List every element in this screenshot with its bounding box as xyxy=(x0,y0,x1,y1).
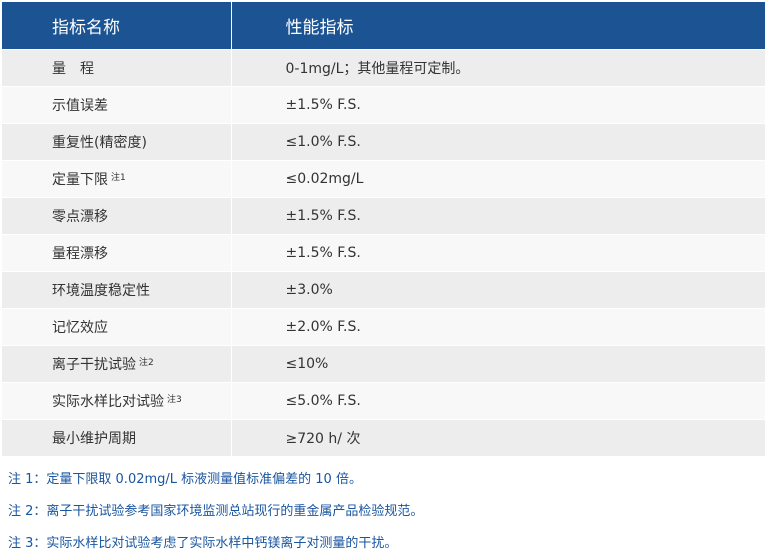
row-note-ref: 注1 xyxy=(111,173,126,183)
row-value: ≤10% xyxy=(231,345,765,383)
table-row: 示值误差 ±1.5% F.S. xyxy=(2,86,765,124)
footnotes: 注 1：定量下限取 0.02mg/L 标液测量值标准偏差的 10 倍。 注 2：… xyxy=(8,464,763,560)
row-name-cell: 环境温度稳定性 xyxy=(2,271,232,309)
table-row: 环境温度稳定性 ±3.0% xyxy=(2,271,765,309)
row-name: 记忆效应 xyxy=(52,320,108,336)
row-value: ±1.5% F.S. xyxy=(231,86,765,124)
row-value: ≤5.0% F.S. xyxy=(231,382,765,420)
row-name: 量程漂移 xyxy=(52,246,108,262)
row-value: ≤0.02mg/L xyxy=(231,160,765,198)
row-note-ref: 注2 xyxy=(139,358,154,368)
row-name-cell: 示值误差 xyxy=(2,86,232,124)
row-value: ±3.0% xyxy=(231,271,765,309)
row-name: 实际水样比对试验 xyxy=(52,394,164,410)
row-note-ref: 注3 xyxy=(167,395,182,405)
row-name: 环境温度稳定性 xyxy=(52,283,150,299)
table-body: 量 程 0-1mg/L；其他量程可定制。 示值误差 ±1.5% F.S. 重复性(精密度… xyxy=(2,49,765,456)
footnote-3: 注 3：实际水样比对试验考虑了实际水样中钙镁离子对测量的干扰。 xyxy=(8,536,398,551)
table-header-row: 指标名称 性能指标 xyxy=(2,2,765,50)
row-name: 定量下限 xyxy=(52,172,108,188)
row-name: 离子干扰试验 xyxy=(52,357,136,373)
row-name-cell: 量 程 xyxy=(2,49,232,87)
row-name-cell: 离子干扰试验 注2 xyxy=(2,345,232,383)
table-row: 实际水样比对试验 注3 ≤5.0% F.S. xyxy=(2,382,765,420)
row-name-cell: 实际水样比对试验 注3 xyxy=(2,382,232,420)
table-row: 定量下限 注1 ≤0.02mg/L xyxy=(2,160,765,198)
row-name: 重复性(精密度) xyxy=(52,135,147,151)
table-row: 零点漂移 ±1.5% F.S. xyxy=(2,197,765,235)
row-value: ±2.0% F.S. xyxy=(231,308,765,346)
row-name-cell: 记忆效应 xyxy=(2,308,232,346)
row-value: ±1.5% F.S. xyxy=(231,197,765,235)
row-value: ≥720 h/ 次 xyxy=(231,419,765,456)
footnote-1: 注 1：定量下限取 0.02mg/L 标液测量值标准偏差的 10 倍。 xyxy=(8,472,362,487)
row-value: 0-1mg/L；其他量程可定制。 xyxy=(231,49,765,87)
spec-table: 指标名称 性能指标 量 程 0-1mg/L；其他量程可定制。示值误差 ±1.5% F… xyxy=(2,2,765,456)
row-name-cell: 最小维护周期 xyxy=(2,419,232,456)
row-name: 量 程 xyxy=(52,61,94,77)
table-row: 离子干扰试验 注2 ≤10% xyxy=(2,345,765,383)
row-name: 最小维护周期 xyxy=(52,431,136,447)
header-performance: 性能指标 xyxy=(231,2,765,50)
row-value: ≤1.0% F.S. xyxy=(231,123,765,161)
row-name-cell: 重复性(精密度) xyxy=(2,123,232,161)
row-name: 示值误差 xyxy=(52,98,108,114)
row-name-cell: 量程漂移 xyxy=(2,234,232,272)
table-row: 重复性(精密度) ≤1.0% F.S. xyxy=(2,123,765,161)
table-row: 量程漂移 ±1.5% F.S. xyxy=(2,234,765,272)
row-name-cell: 零点漂移 xyxy=(2,197,232,235)
row-name-cell: 定量下限 注1 xyxy=(2,160,232,198)
table-row: 量 程 0-1mg/L；其他量程可定制。 xyxy=(2,49,765,87)
footnote-2: 注 2：离子干扰试验参考国家环境监测总站现行的重金属产品检验规范。 xyxy=(8,504,424,519)
table-row: 记忆效应 ±2.0% F.S. xyxy=(2,308,765,346)
row-value: ±1.5% F.S. xyxy=(231,234,765,272)
row-name: 零点漂移 xyxy=(52,209,108,225)
header-indicator-name: 指标名称 xyxy=(2,2,232,50)
table-row: 最小维护周期 ≥720 h/ 次 xyxy=(2,419,765,456)
